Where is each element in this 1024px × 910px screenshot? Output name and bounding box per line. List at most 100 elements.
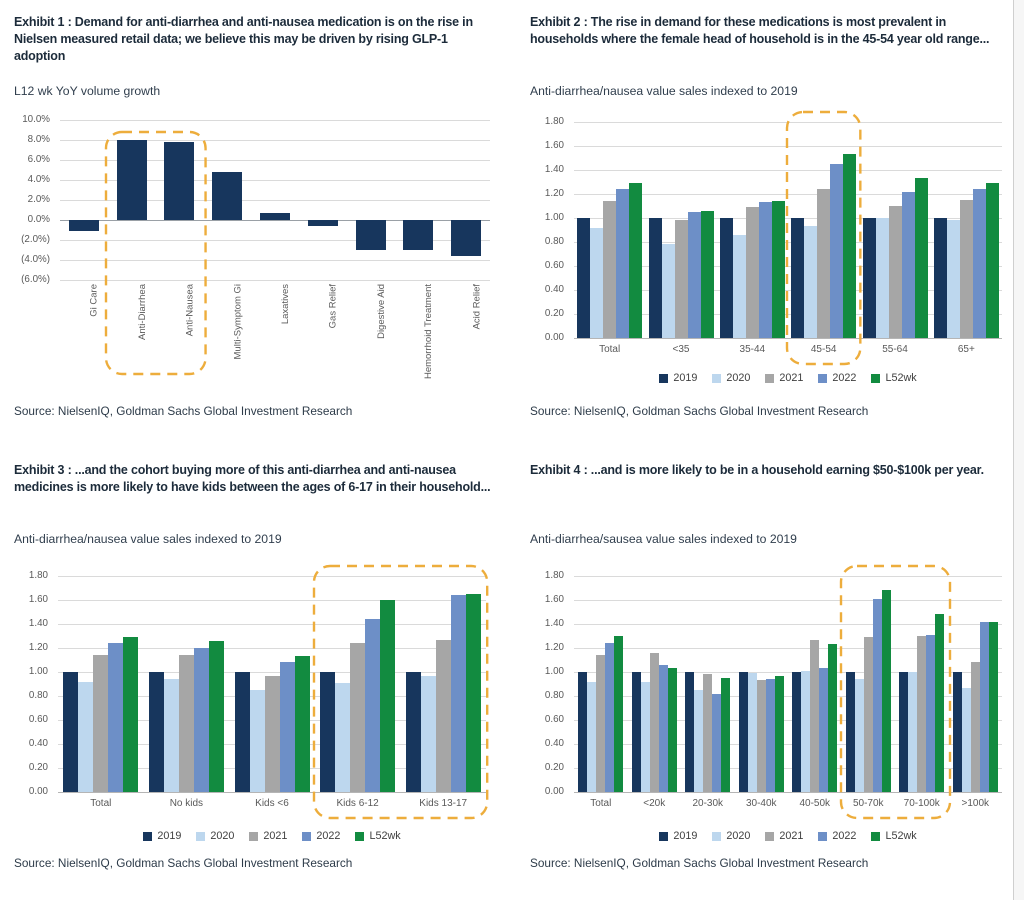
gridline	[60, 220, 490, 221]
x-category-label: No kids	[169, 798, 204, 809]
gridline	[60, 240, 490, 241]
bar	[420, 675, 436, 792]
bar	[108, 643, 124, 792]
exhibit-4-chart: 1.80 1.60 1.40 1.20 1.00 0.80 0.60 0.40 0.20 0.00…	[530, 564, 1012, 842]
legend-swatch-2021	[765, 831, 775, 841]
bar	[667, 668, 677, 792]
gridline	[58, 648, 486, 649]
x-category-label: >100k	[961, 798, 990, 809]
y-tick-label: (4.0%)	[21, 254, 50, 265]
gridline	[574, 218, 1002, 219]
legend-item: 2022	[818, 372, 856, 384]
bar	[712, 693, 722, 792]
bar	[810, 639, 820, 792]
legend-swatch-2022	[302, 831, 312, 841]
bar	[845, 672, 855, 792]
x-category-label: 55-64	[882, 344, 908, 355]
bar	[703, 674, 713, 792]
x-category-label: 65+	[957, 344, 975, 355]
y-tick-label: 0.00	[544, 332, 564, 343]
bar	[774, 675, 784, 792]
y-tick-label: 1.00	[28, 666, 48, 677]
bar	[694, 690, 704, 792]
bar	[68, 220, 99, 231]
legend-swatch-2020	[196, 831, 206, 841]
x-category-label: 40-50k	[799, 798, 831, 809]
bar	[721, 678, 731, 792]
y-tick-label: 1.20	[544, 188, 564, 199]
bar	[596, 655, 606, 792]
bar	[872, 598, 882, 792]
legend-swatch-2019	[659, 831, 669, 841]
gridline	[58, 600, 486, 601]
legend-item: L52wk	[871, 372, 917, 384]
bar	[264, 675, 280, 792]
bar	[658, 664, 668, 792]
bar	[614, 636, 624, 792]
y-tick-label: 1.60	[544, 594, 564, 605]
y-tick-label: 1.80	[28, 570, 48, 581]
bar	[946, 220, 960, 338]
legend-item: 2019	[659, 372, 697, 384]
x-category-label: Gas Relief	[327, 284, 339, 329]
exhibit-2-panel: Exhibit 2 : The rise in demand for these…	[530, 14, 1012, 462]
bar	[758, 202, 772, 338]
bar	[335, 682, 351, 792]
bar	[792, 672, 802, 792]
x-category-label: Laxatives	[280, 284, 291, 325]
y-tick-label: 2.0%	[27, 194, 50, 205]
bar	[961, 687, 971, 792]
exhibit-1-panel: Exhibit 1 : Demand for anti-diarrhea and…	[14, 14, 496, 462]
x-category-label: <35	[672, 344, 690, 355]
legend-item: 2022	[302, 830, 340, 842]
y-tick-label: 0.20	[28, 762, 48, 773]
gridline	[574, 338, 1002, 339]
legend-swatch-2022	[818, 831, 828, 841]
x-category-label: 30-40k	[745, 798, 777, 809]
highlight-box	[785, 110, 862, 366]
legend-label: L52wk	[885, 372, 917, 384]
x-category-label: Gi Care	[88, 284, 100, 317]
x-category-label: 20-30k	[692, 798, 724, 809]
bar	[830, 164, 844, 338]
exhibit-4-subtitle: Anti-diarrhea/sausea value sales indexed…	[530, 532, 797, 546]
legend-label: L52wk	[885, 830, 917, 842]
bar	[700, 210, 714, 338]
bar	[380, 600, 396, 792]
legend-item: 2021	[765, 372, 803, 384]
exhibit-3-chart: 1.80 1.60 1.40 1.20 1.00 0.80 0.60 0.40 0.20 0.00…	[14, 564, 496, 842]
bar	[123, 637, 139, 792]
x-category-label: Total	[590, 798, 612, 809]
bar	[350, 643, 366, 792]
y-tick-label: 0.00	[28, 786, 48, 797]
bar	[365, 619, 381, 792]
bar	[917, 636, 927, 792]
bar	[661, 244, 675, 338]
legend-swatch-2020	[712, 831, 722, 841]
bar	[640, 681, 650, 792]
bar	[435, 639, 451, 792]
y-tick-label: 1.00	[544, 212, 564, 223]
bar	[926, 634, 936, 792]
bar	[901, 191, 915, 338]
gridline	[574, 672, 1002, 673]
gridline	[574, 290, 1002, 291]
legend-item: 2020	[712, 830, 750, 842]
bar	[738, 672, 748, 792]
bar	[719, 218, 733, 338]
bar	[843, 154, 857, 338]
legend-swatch-2022	[818, 373, 828, 383]
bar	[605, 643, 615, 792]
exhibit-1-subtitle: L12 wk YoY volume growth	[14, 84, 161, 98]
bar	[93, 655, 109, 792]
x-category-label: 70-100k	[903, 798, 940, 809]
bar	[685, 672, 695, 792]
bar	[819, 668, 829, 792]
x-category-label: <20k	[643, 798, 666, 809]
bar	[577, 218, 591, 338]
x-category-label: Kids 13-17	[419, 798, 468, 809]
page-edge-strip	[1014, 0, 1024, 900]
bar	[450, 595, 466, 792]
y-tick-label: 0.80	[544, 690, 564, 701]
exhibit-3-panel: Exhibit 3 : ...and the cohort buying mor…	[14, 462, 496, 910]
